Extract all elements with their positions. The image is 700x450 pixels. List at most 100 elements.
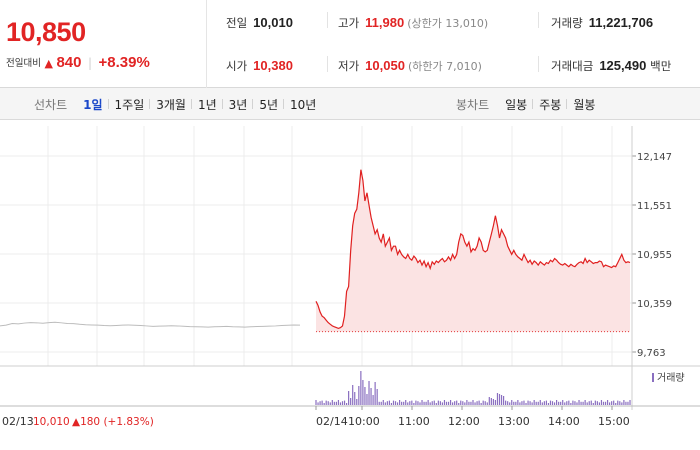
volume-bar — [513, 401, 515, 405]
volume-bar — [574, 401, 576, 405]
candle-chart-title: 봉차트 — [456, 97, 490, 112]
tab-weekly[interactable]: 주봉 — [532, 96, 567, 113]
divider — [538, 12, 539, 28]
volume-bar — [560, 401, 562, 405]
divider: | — [87, 56, 93, 70]
volume-bar — [339, 402, 342, 405]
volume-bar — [335, 401, 337, 405]
volume-bar — [417, 401, 419, 405]
volume-bar — [468, 401, 470, 405]
prev-day-line — [0, 321, 301, 328]
volume-bar — [452, 402, 454, 405]
volume-bar — [374, 382, 376, 405]
volume-bar — [454, 401, 456, 405]
volume-bar — [627, 401, 629, 405]
volume-bar — [515, 401, 517, 405]
y-tick-label: 10,955 — [637, 250, 672, 261]
volume-bar — [341, 401, 344, 405]
volume-bar — [609, 402, 611, 405]
price-chart[interactable]: 12,147 11,551 10,955 10,359 9,763 거래량 02/13 02/… — [0, 120, 700, 450]
tab-3y[interactable]: 3년 — [221, 96, 254, 113]
tab-monthly[interactable]: 월봉 — [566, 96, 601, 113]
volume-bar — [602, 401, 605, 405]
volume-bar — [555, 400, 558, 405]
price-box: 10,850 전일대비 ▲ 840 | +8.39% — [0, 0, 207, 88]
volume-bar — [370, 388, 372, 405]
tab-1d[interactable]: 1일 — [83, 97, 103, 112]
upper-limit: (상한가 13,010) — [407, 17, 489, 30]
volume-bar — [315, 400, 317, 405]
volume-bar — [405, 400, 407, 405]
volume-bar — [403, 401, 405, 405]
tab-1y[interactable]: 1년 — [190, 96, 223, 113]
volume-bar — [362, 380, 364, 405]
volume-bar — [478, 400, 480, 405]
volume-bar — [390, 403, 393, 405]
volume-bar — [380, 401, 382, 405]
y-tick-label: 9,763 — [637, 348, 666, 359]
volume-bar — [317, 402, 319, 405]
volume-bar — [437, 400, 439, 405]
volume-bar — [517, 400, 519, 405]
tab-1w[interactable]: 1주일 — [107, 96, 151, 113]
stat-low: 저가 10,050 (하한가 7,010) — [338, 58, 482, 74]
volume-bar — [537, 401, 539, 405]
volume-bar — [429, 402, 431, 405]
volume-bar — [382, 400, 384, 405]
tab-10y[interactable]: 10년 — [283, 96, 322, 113]
volume-bar — [337, 400, 340, 405]
volume-bar — [425, 401, 427, 405]
volume-bar — [543, 401, 545, 405]
up-arrow-icon: ▲ — [44, 57, 53, 70]
change-percent: +8.39% — [98, 54, 150, 71]
y-tick-label: 12,147 — [637, 152, 672, 163]
tab-5y[interactable]: 5년 — [252, 96, 284, 113]
volume-bar — [396, 402, 399, 405]
volume-bar — [350, 398, 352, 405]
volume-bar — [407, 402, 409, 405]
tab-3m[interactable]: 3개월 — [149, 96, 192, 113]
volume-bar — [519, 402, 521, 405]
stat-label: 전일 — [226, 16, 248, 30]
volume-bar — [476, 401, 478, 405]
change-amount: 840 — [56, 54, 82, 71]
volume-bar — [594, 400, 596, 405]
volume-bar — [590, 400, 592, 405]
chart-canvas: 12,147 11,551 10,955 10,359 9,763 거래량 02/13 02/… — [0, 126, 700, 428]
volume-bar — [586, 402, 588, 405]
volume-bar — [604, 401, 607, 405]
volume-bar — [623, 400, 625, 405]
volume-bar — [398, 400, 401, 405]
stat-label: 저가 — [338, 59, 360, 73]
volume-bar — [484, 401, 486, 405]
volume-bar — [348, 391, 350, 405]
volume-legend: 거래량 — [657, 372, 685, 384]
volume-bar — [482, 400, 484, 405]
volume-bar — [419, 402, 421, 405]
volume-bar — [323, 403, 325, 405]
tab-daily[interactable]: 일봉 — [505, 97, 528, 112]
chart-labels: 12,147 11,551 10,955 10,359 9,763 거래량 02/13 02/… — [2, 152, 685, 428]
volume-bar — [474, 402, 476, 405]
line-chart-tabs: 선차트 1일 1주일 3개월 1년 3년 5년 10년 — [34, 88, 322, 120]
volume-bar — [470, 401, 472, 405]
volume-bar — [553, 402, 556, 405]
volume-bar — [354, 392, 356, 405]
volume-bar — [413, 403, 415, 405]
volume-bar — [562, 400, 564, 405]
stat-value: 10,050 — [365, 58, 405, 73]
volume-bar — [329, 402, 331, 405]
volume-bar — [384, 402, 386, 405]
x-tick-label: 15:00 — [598, 415, 630, 428]
volume-bar — [421, 400, 423, 405]
today-series — [315, 169, 631, 333]
volume-bar — [502, 396, 505, 405]
volume-bar — [456, 400, 458, 405]
volume-bar — [356, 399, 358, 405]
volume-bar — [570, 403, 572, 405]
quote-summary: 10,850 전일대비 ▲ 840 | +8.39% 전일 10,010 고가 11… — [0, 0, 700, 88]
volume-bar — [617, 400, 619, 405]
volume-bar — [500, 395, 503, 405]
volume-bar — [615, 403, 617, 405]
x-tick-label: 02/13 — [2, 415, 34, 428]
